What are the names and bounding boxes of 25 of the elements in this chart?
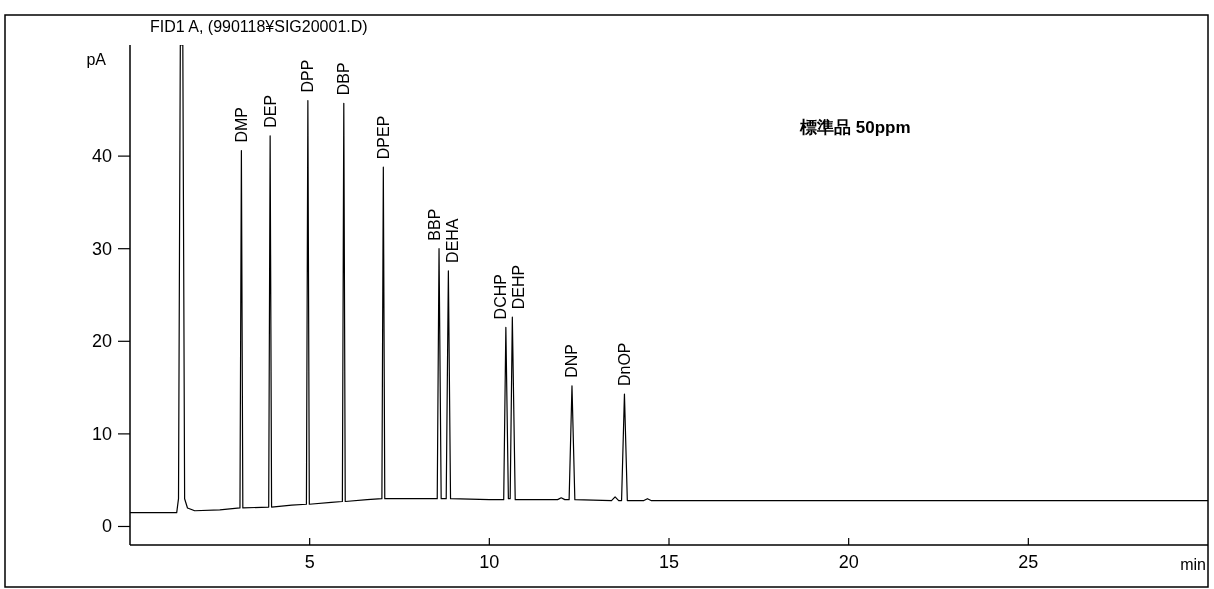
annotation: 標準品 50ppm [799, 118, 911, 137]
annotation: DBP [335, 62, 353, 96]
annotation: DPEP [374, 115, 392, 160]
x-tick-label: 25 [1018, 552, 1039, 572]
annotation: DCHP [491, 274, 509, 320]
annotation: DnOP [615, 342, 633, 387]
y-tick-label: 10 [91, 423, 112, 444]
annotation: DMP [232, 106, 250, 143]
annotation: DEHA [444, 218, 462, 263]
annotation: BBP [426, 208, 444, 241]
y-tick-label: 40 [91, 146, 112, 167]
y-tick-label: 0 [101, 516, 112, 537]
x-tick-label: 20 [838, 552, 859, 572]
annotation: DEHP [509, 264, 527, 310]
y-axis-title: pA [86, 51, 107, 68]
y-tick-label: 30 [91, 238, 112, 259]
annotation: DNP [563, 343, 581, 378]
x-tick-label: 5 [304, 552, 315, 572]
chart-title: FID1 A, (990118¥SIG20001.D) [150, 18, 368, 35]
x-tick-label: 15 [658, 552, 680, 572]
annotation: DEP [261, 94, 279, 128]
x-tick-label: 10 [479, 552, 500, 572]
y-tick-label: 20 [91, 331, 112, 352]
x-axis-title: min [1180, 556, 1206, 573]
annotation: DPP [299, 59, 317, 93]
